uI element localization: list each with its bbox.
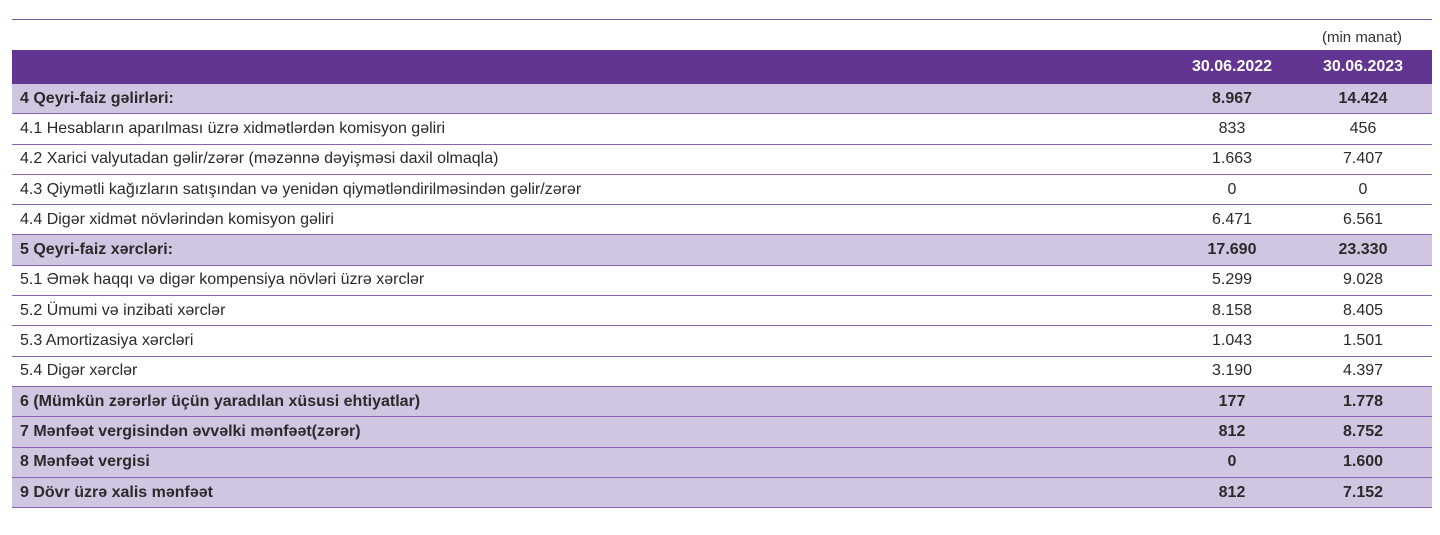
value-2022: 812 [1170,477,1294,509]
value-2023: 0 [1294,174,1432,206]
value-2023: 6.561 [1294,204,1432,236]
value-2022: 0 [1170,174,1294,206]
row-label: 6 (Mümkün zərərlər üçün yaradılan xüsusi… [12,386,1170,418]
row-label: 5 Qeyri-faiz xərcləri: [12,234,1170,266]
row-label: 9 Dövr üzrə xalis mənfəət [12,477,1170,509]
row-label: 5.1 Əmək haqqı və digər kompensiya növlə… [12,265,1170,297]
value-2023: 456 [1294,113,1432,145]
header-2023: 30.06.2023 [1294,50,1432,84]
value-2022: 833 [1170,113,1294,145]
row-label: 4.2 Xarici valyutadan gəlir/zərər (məzən… [12,144,1170,175]
header-row: 30.06.2022 30.06.2023 [12,50,1432,84]
table-row: 5.3 Amortizasiya xərcləri 1.043 1.501 [12,325,1432,357]
row-label: 4.4 Digər xidmət növlərindən komisyon gə… [12,204,1170,236]
value-2023: 4.397 [1294,356,1432,387]
row-label: 5.4 Digər xərclər [12,356,1170,387]
value-2022: 1.043 [1170,325,1294,357]
row-label: 8 Mənfəət vergisi [12,447,1170,478]
value-2023: 1.778 [1294,386,1432,418]
table-row: 4.4 Digər xidmət növlərindən komisyon gə… [12,204,1432,236]
value-2023: 8.752 [1294,416,1432,448]
value-2022: 177 [1170,386,1294,418]
table-row: 4.2 Xarici valyutadan gəlir/zərər (məzən… [12,144,1432,175]
value-2022: 5.299 [1170,265,1294,297]
value-2022: 8.158 [1170,295,1294,327]
table-row: 5 Qeyri-faiz xərcləri: 17.690 23.330 [12,234,1432,266]
value-2022: 8.967 [1170,84,1294,115]
header-2022: 30.06.2022 [1170,50,1294,84]
value-2022: 812 [1170,416,1294,448]
table-row: 5.2 Ümumi və inzibati xərclər 8.158 8.405 [12,295,1432,327]
table-row: 9 Dövr üzrə xalis mənfəət 812 7.152 [12,477,1432,509]
value-2023: 1.600 [1294,447,1432,478]
value-2023: 8.405 [1294,295,1432,327]
row-label: 4.3 Qiymətli kağızların satışından və ye… [12,174,1170,206]
table-row: 4.3 Qiymətli kağızların satışından və ye… [12,174,1432,206]
value-2022: 1.663 [1170,144,1294,175]
header-label [12,50,1170,84]
value-2023: 1.501 [1294,325,1432,357]
row-label: 4.1 Hesabların aparılması üzrə xidmətlər… [12,113,1170,145]
table-row: 5.1 Əmək haqqı və digər kompensiya növlə… [12,265,1432,297]
value-2023: 14.424 [1294,84,1432,115]
table-row: 8 Mənfəət vergisi 0 1.600 [12,447,1432,478]
row-label: 7 Mənfəət vergisindən əvvəlki mənfəət(zə… [12,416,1170,448]
table-row: 5.4 Digər xərclər 3.190 4.397 [12,356,1432,387]
table-row: 4.1 Hesabların aparılması üzrə xidmətlər… [12,113,1432,145]
table-row: 7 Mənfəət vergisindən əvvəlki mənfəət(zə… [12,416,1432,448]
value-2023: 7.407 [1294,144,1432,175]
row-label: 4 Qeyri-faiz gəlirləri: [12,84,1170,115]
row-label: 5.3 Amortizasiya xərcləri [12,325,1170,357]
value-2023: 23.330 [1294,234,1432,266]
financial-table: 30.06.2022 30.06.2023 4 Qeyri-faiz gəlir… [12,50,1432,509]
value-2023: 7.152 [1294,477,1432,509]
unit-label: (min manat) [1321,29,1403,46]
value-2022: 3.190 [1170,356,1294,387]
row-label: 5.2 Ümumi və inzibati xərclər [12,295,1170,327]
top-rule [12,19,1432,20]
value-2023: 9.028 [1294,265,1432,297]
value-2022: 0 [1170,447,1294,478]
value-2022: 6.471 [1170,204,1294,236]
table-row: 4 Qeyri-faiz gəlirləri: 8.967 14.424 [12,84,1432,115]
table-row: 6 (Mümkün zərərlər üçün yaradılan xüsusi… [12,386,1432,418]
value-2022: 17.690 [1170,234,1294,266]
